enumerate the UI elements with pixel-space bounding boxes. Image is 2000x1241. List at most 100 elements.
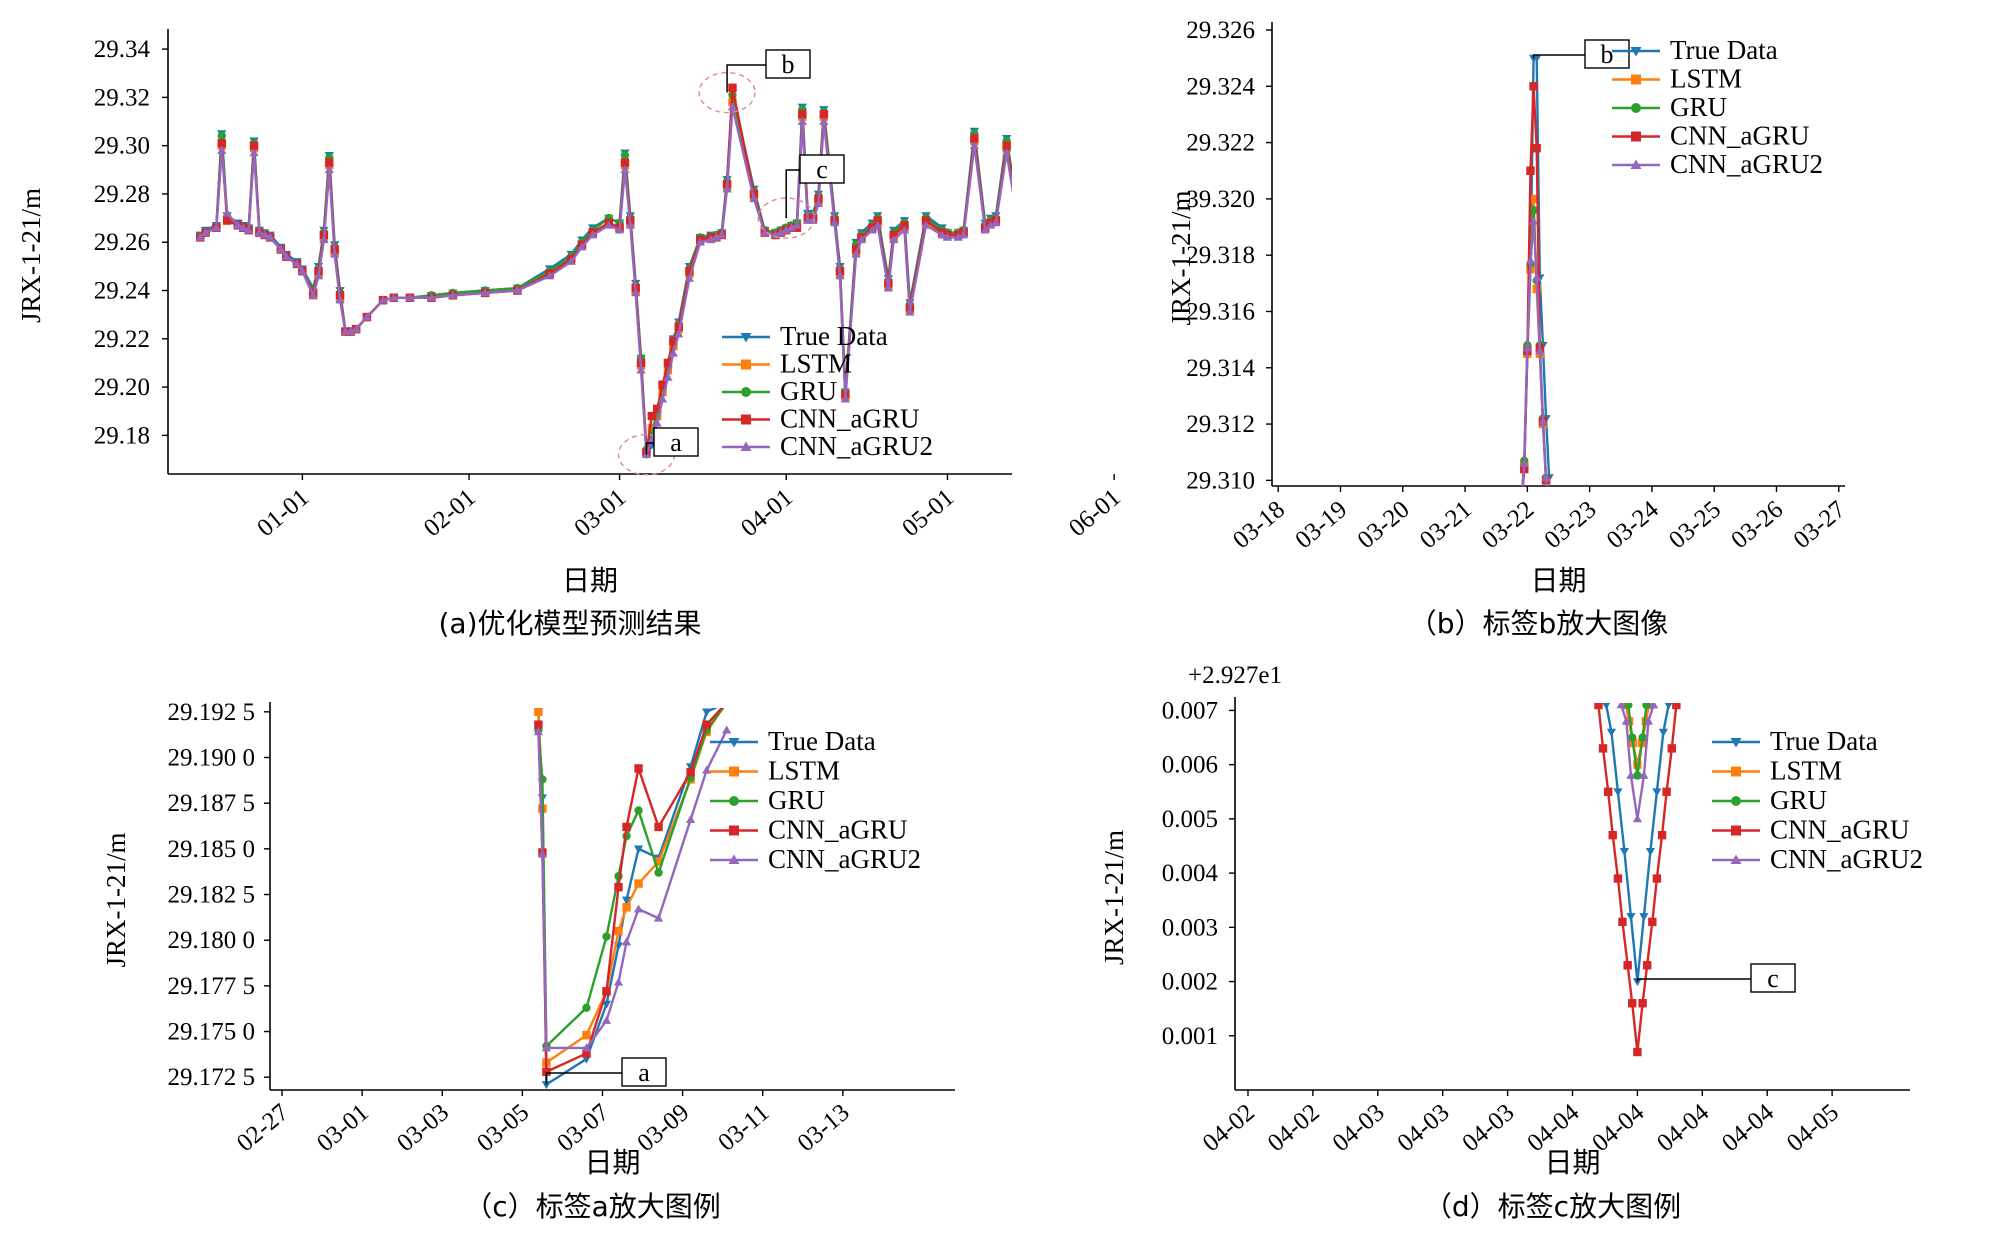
data-point: [620, 151, 630, 160]
legend-swatch-marker: [729, 796, 739, 806]
data-point: [654, 857, 663, 866]
legend-swatch-marker: [728, 854, 740, 864]
data-point: [749, 194, 759, 203]
chart-panel-c: 29.192 5 29.190 0 29.187 5 29.185 0 29.182 5…: [101, 698, 955, 1223]
data-point: [654, 822, 663, 832]
annotation-box: [765, 49, 811, 79]
chart-panel-b: 29.326 29.324 29.322 39.320 29.318 29.316 29.3…: [1166, 17, 1851, 640]
y-tick-label: 29.32: [94, 84, 150, 111]
data-point: [537, 849, 548, 858]
data-point: [760, 227, 770, 236]
data-point: [325, 158, 334, 167]
data-point: [634, 806, 643, 815]
x-axis-title: 日期: [1530, 564, 1586, 597]
series-line-true-data: [1605, 704, 1670, 983]
legend-swatch-marker: [1631, 131, 1641, 142]
data-point: [1051, 277, 1059, 285]
data-point: [1535, 346, 1545, 355]
data-point: [985, 220, 996, 229]
data-point: [840, 394, 850, 403]
data-point: [634, 879, 643, 888]
legend-swatch-marker: [740, 333, 752, 343]
data-point: [674, 329, 684, 338]
series-true-data: [195, 89, 1043, 460]
series-cnn-agru: [1594, 703, 1681, 1057]
data-point: [970, 134, 979, 143]
legend-label: CNN_aGRU: [1670, 121, 1810, 151]
data-point: [1018, 239, 1027, 247]
data-point: [728, 83, 737, 92]
data-point: [1035, 272, 1043, 280]
data-point: [292, 259, 302, 268]
series-cnn-agru2: [533, 725, 732, 1052]
data-point: [636, 365, 646, 374]
annotation-label: b: [1601, 40, 1614, 69]
y-tick-label: 0.004: [1162, 860, 1219, 887]
data-point: [625, 220, 635, 229]
y-tick-label: 29.322: [1186, 130, 1255, 157]
chart-panel-d: 0.007 0.006 0.005 0.004 0.003 0.002 0.001 04-02…: [1099, 662, 1923, 1223]
x-tick-label: 04-05: [1782, 1099, 1844, 1157]
data-point: [1532, 54, 1542, 63]
panel-caption: （d）标签c放大图例: [1424, 1190, 1681, 1223]
data-point: [1532, 273, 1542, 282]
data-point: [614, 225, 625, 234]
x-tick-label: 03-23: [1539, 496, 1601, 554]
y-tick-label: 29.190 0: [168, 745, 256, 772]
x-axis-title: 日期: [562, 564, 618, 597]
data-point: [1002, 141, 1011, 150]
data-point: [1034, 265, 1043, 273]
annotation-c: c: [1636, 963, 1796, 993]
data-point: [819, 110, 829, 119]
legend-label: GRU: [768, 785, 825, 815]
data-point: [1594, 703, 1603, 710]
data-point: [867, 225, 877, 234]
legend-label: True Data: [1670, 35, 1778, 65]
data-point: [798, 110, 807, 119]
annotation-leader: [1636, 978, 1751, 982]
y-tick-label: 0.001: [1162, 1023, 1218, 1050]
x-tick-label: 04-03: [1393, 1099, 1455, 1157]
data-point: [249, 148, 259, 157]
y-tick-label: 29.310: [1186, 467, 1255, 494]
data-point: [717, 230, 727, 239]
data-point: [722, 698, 730, 706]
annotation-box: [1584, 39, 1630, 69]
data-point: [797, 116, 807, 125]
series-line-cnn-agru: [199, 86, 1012, 454]
data-point: [1541, 472, 1551, 481]
legend-label: CNN_aGRU: [1770, 815, 1910, 845]
data-point: [217, 139, 226, 148]
x-tick-label: 02-01: [419, 484, 481, 542]
legend-label: CNN_aGRU2: [1670, 149, 1823, 179]
data-point: [937, 230, 947, 239]
data-point: [899, 225, 910, 234]
data-point: [601, 1000, 612, 1009]
data-point: [1623, 961, 1632, 970]
data-point: [1618, 917, 1627, 927]
x-tick-label: 04-04: [1717, 1099, 1779, 1157]
legend-swatch-marker: [741, 387, 751, 397]
data-point: [669, 337, 678, 346]
data-point: [324, 165, 334, 174]
data-point: [614, 883, 623, 892]
legend-swatch-marker: [1630, 159, 1642, 169]
data-point: [1632, 978, 1643, 987]
data-point: [1528, 216, 1539, 225]
data-point: [1649, 703, 1659, 709]
x-axis-title: 日期: [584, 1146, 640, 1179]
series-gru: [196, 90, 1012, 455]
y-axis-title: JRX-1-21/m: [1166, 191, 1196, 326]
data-point: [905, 307, 915, 316]
legend-label: LSTM: [1770, 756, 1842, 786]
annotation-leader: [1532, 54, 1585, 59]
data-point: [244, 225, 254, 234]
x-tick-label: 04-03: [1328, 1099, 1390, 1157]
annotation-label: c: [1767, 964, 1779, 993]
data-point: [238, 223, 248, 232]
data-point: [727, 102, 738, 111]
series-line-cnn-agru2: [199, 105, 1012, 456]
y-tick-label: 29.312: [1186, 411, 1255, 438]
